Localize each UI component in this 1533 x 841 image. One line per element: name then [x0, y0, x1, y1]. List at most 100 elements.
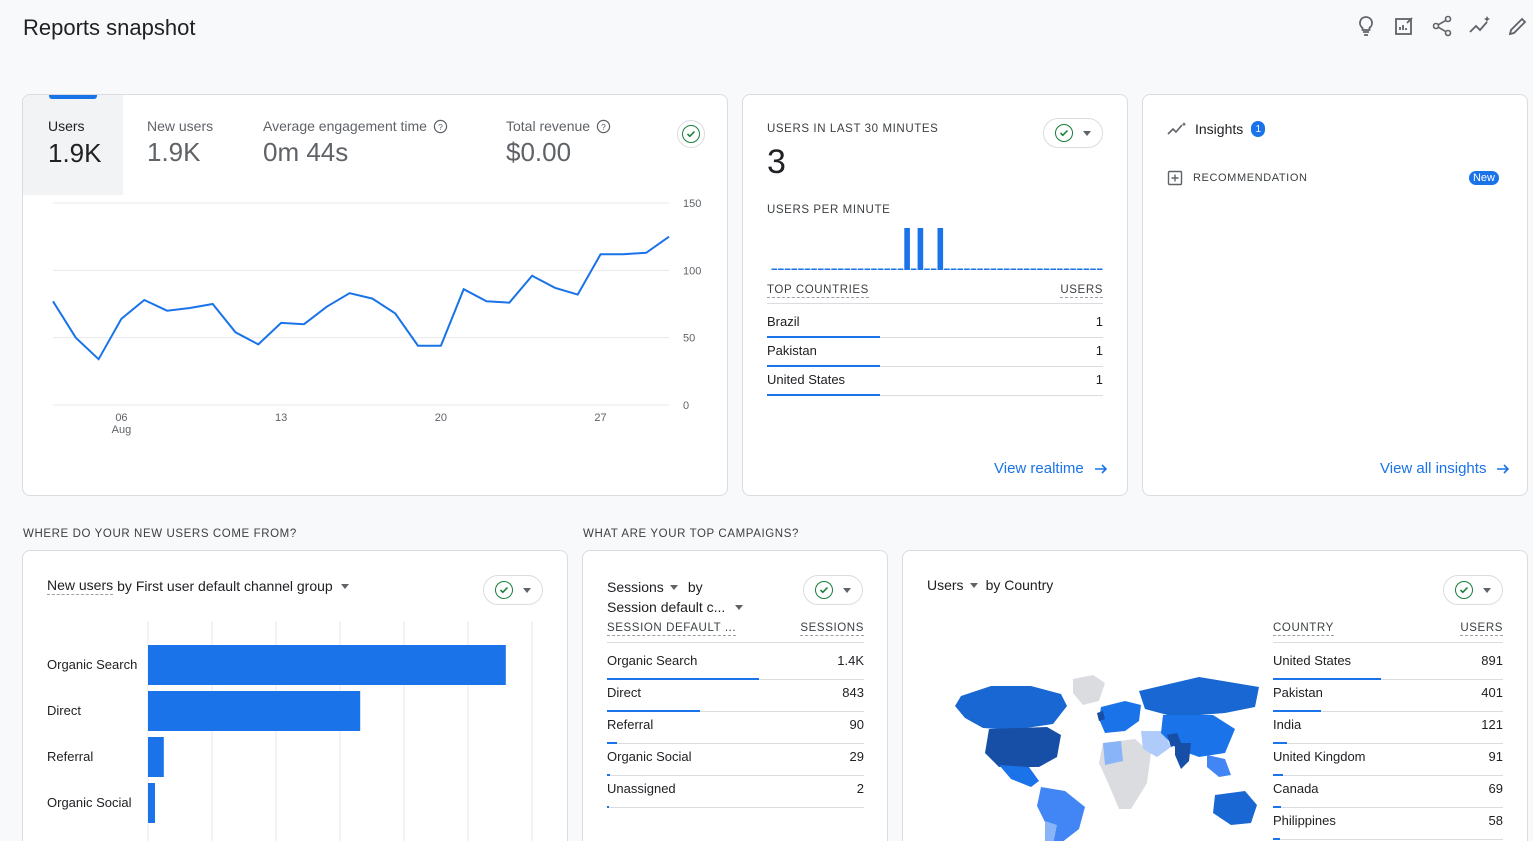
minute-bar — [811, 268, 817, 270]
minute-bar — [837, 268, 844, 270]
users-series-line — [52, 235, 670, 361]
campaigns-data-quality-button[interactable] — [803, 575, 863, 605]
insights-trend-icon — [1167, 122, 1187, 135]
arrow-right-icon — [1497, 463, 1510, 474]
channels-card: New users by First user default channel … — [22, 550, 568, 841]
x-tick-label: 06 — [115, 412, 127, 424]
minute-bar — [877, 268, 884, 270]
dimension-selector[interactable]: Session default c... — [607, 599, 726, 615]
country-row: Philippines 58 — [1273, 813, 1503, 840]
insights-count-badge: 1 — [1251, 121, 1266, 137]
minute-bar — [924, 268, 930, 270]
country-name: Pakistan — [1273, 685, 1323, 700]
campaign-name: Organic Social — [607, 749, 692, 764]
country-users-value: 69 — [1488, 781, 1503, 796]
help-icon[interactable]: ? — [433, 119, 448, 134]
y-tick-label: 50 — [683, 333, 695, 345]
row-share-bar — [1273, 806, 1282, 808]
minute-bar — [1057, 268, 1063, 270]
view-realtime-link[interactable]: View realtime — [994, 460, 1108, 477]
map-region-africa-west — [1103, 741, 1123, 765]
x-tick-label: 13 — [275, 412, 287, 424]
minute-bar — [1090, 268, 1096, 270]
col-users-label: USERS — [1460, 622, 1503, 636]
check-circle-icon — [815, 581, 833, 599]
top-countries-header: TOP COUNTRIES USERS — [767, 284, 1103, 304]
country-users-value: 891 — [1481, 653, 1503, 668]
chevron-down-icon — [969, 582, 978, 588]
metric-selector[interactable]: New users — [47, 577, 114, 595]
countries-data-quality-button[interactable] — [1443, 575, 1503, 605]
row-share-bar — [607, 742, 618, 744]
view-all-insights-link[interactable]: View all insights — [1380, 460, 1510, 477]
map-region-uk — [1097, 711, 1105, 721]
channels-data-quality-button[interactable] — [483, 575, 543, 605]
channel-label: Direct — [47, 703, 81, 718]
col-session-default-label: SESSION DEFAULT ... — [607, 622, 737, 636]
x-tick-label: 27 — [594, 412, 606, 424]
chevron-down-icon — [340, 583, 349, 589]
minute-bar — [891, 268, 897, 270]
edit-chart-icon[interactable] — [1392, 14, 1416, 38]
campaigns-card-title[interactable]: Sessions by Session default c... — [607, 577, 744, 617]
world-map — [955, 675, 1259, 841]
chevron-down-icon — [669, 584, 678, 590]
x-tick-label: 20 — [435, 412, 447, 424]
country-name: Brazil — [767, 314, 800, 329]
realtime-data-quality-button[interactable] — [1043, 118, 1103, 148]
map-region-mexico — [999, 765, 1039, 787]
check-circle-icon — [495, 581, 513, 599]
metric-tab-total-revenue[interactable]: Total revenue ? $0.00 — [506, 118, 611, 168]
users-per-minute-chart — [771, 228, 1103, 270]
campaign-row: Organic Search 1.4K — [607, 653, 864, 680]
lightbulb-icon[interactable] — [1354, 14, 1378, 38]
channel-label: Organic Search — [47, 657, 137, 672]
data-quality-button[interactable] — [677, 120, 705, 148]
minute-bar — [1070, 268, 1076, 270]
minute-bar — [1037, 268, 1043, 270]
help-icon[interactable]: ? — [596, 119, 611, 134]
campaigns-table-header: SESSION DEFAULT ... SESSIONS — [607, 622, 864, 643]
minute-bar — [857, 268, 864, 270]
chevron-down-icon — [735, 604, 744, 610]
insights-sparkle-icon[interactable] — [1468, 14, 1492, 38]
metric-tab-new-users[interactable]: New users 1.9K — [147, 118, 213, 168]
svg-text:?: ? — [601, 121, 606, 131]
y-tick-label: 0 — [683, 400, 689, 412]
recommendation-row[interactable]: RECOMMENDATION New — [1167, 170, 1499, 186]
by-label: by — [687, 579, 703, 595]
countries-card-title[interactable]: Users by Country — [927, 577, 1053, 593]
row-share-bar — [767, 394, 880, 396]
minute-bar — [851, 268, 857, 270]
country-name: United Kingdom — [1273, 749, 1366, 764]
campaign-row: Organic Social 29 — [607, 749, 864, 776]
metric-selector[interactable]: Sessions — [607, 579, 664, 595]
channels-card-title[interactable]: New users by First user default channel … — [47, 577, 349, 595]
metric-tab-engagement-time[interactable]: Average engagement time ? 0m 44s — [263, 118, 448, 168]
metric-value: 0m 44s — [263, 137, 349, 167]
realtime-title: USERS IN LAST 30 MINUTES — [767, 123, 939, 135]
minute-bar — [1050, 268, 1056, 270]
campaign-sessions-value: 2 — [856, 781, 864, 796]
section-heading-campaigns: WHAT ARE YOUR TOP CAMPAIGNS? — [583, 528, 799, 540]
insights-card: Insights 1 RECOMMENDATION New View all i… — [1142, 94, 1528, 496]
minute-bar — [791, 268, 797, 270]
country-name: India — [1273, 717, 1302, 732]
channel-bar — [148, 691, 361, 731]
map-region-south-america — [1037, 787, 1085, 841]
metric-tab-users[interactable]: Users 1.9K — [23, 95, 123, 195]
check-circle-icon — [1055, 124, 1073, 142]
channel-bar — [148, 645, 506, 685]
map-region-australia — [1213, 791, 1257, 825]
country-row: United Kingdom 91 — [1273, 749, 1503, 776]
minute-bar — [897, 268, 904, 270]
campaign-row: Unassigned 2 — [607, 781, 864, 808]
share-icon[interactable] — [1430, 14, 1454, 38]
dimension-label: by Country — [985, 577, 1054, 593]
countries-table-header: COUNTRY USERS — [1273, 622, 1503, 643]
col-country-label: TOP COUNTRIES — [767, 284, 869, 298]
row-share-bar — [607, 678, 759, 680]
metric-selector[interactable]: Users — [927, 577, 964, 593]
selected-tab-indicator — [49, 95, 97, 99]
pencil-icon[interactable] — [1506, 14, 1530, 38]
